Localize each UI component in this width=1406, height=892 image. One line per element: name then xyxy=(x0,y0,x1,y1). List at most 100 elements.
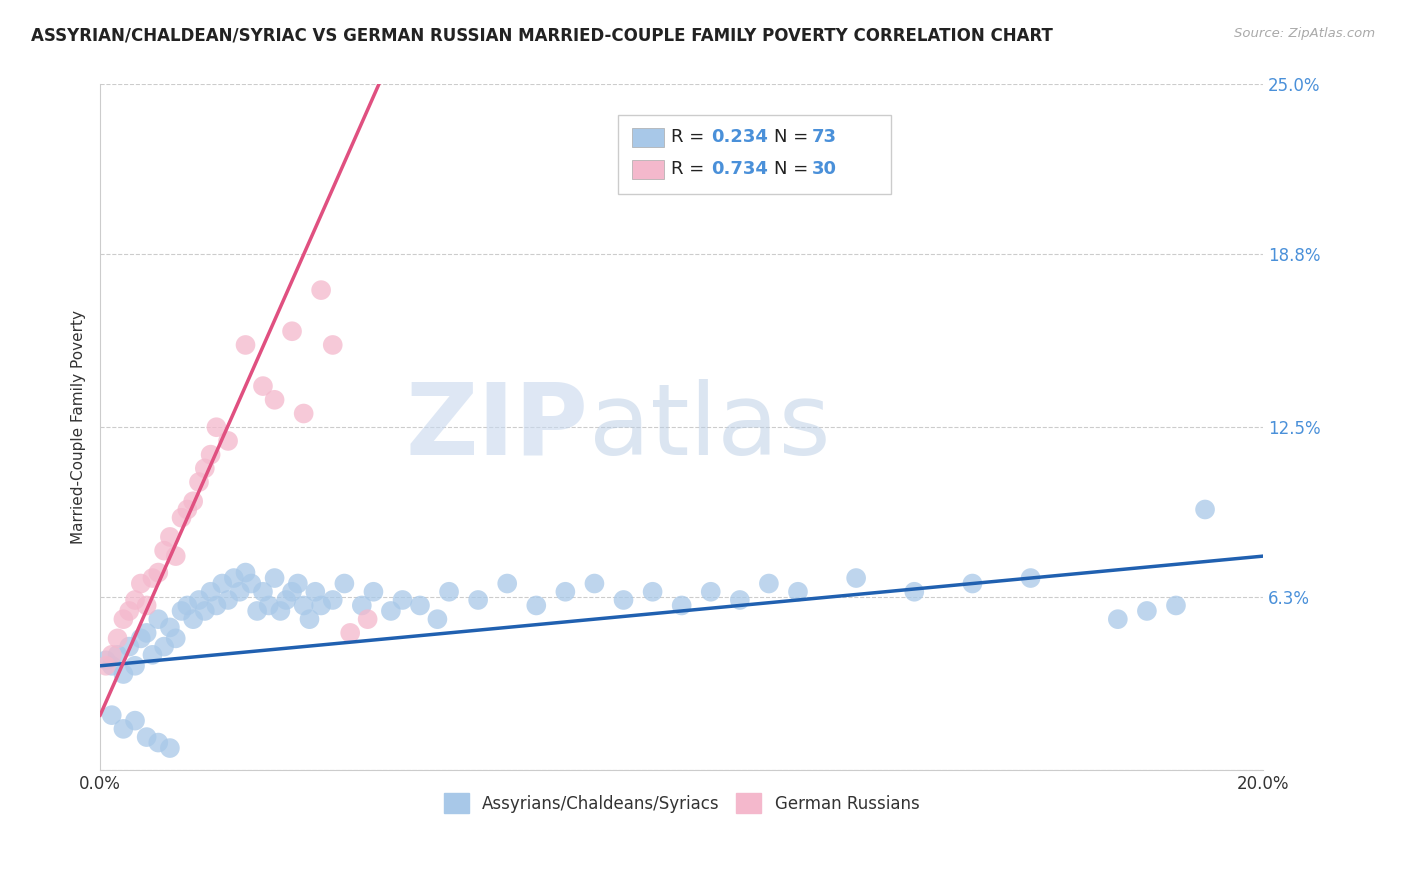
Point xyxy=(176,502,198,516)
Point xyxy=(148,566,170,580)
Point xyxy=(240,576,263,591)
Point xyxy=(1164,599,1187,613)
Point xyxy=(276,593,298,607)
Point xyxy=(205,599,228,613)
Text: R =: R = xyxy=(671,161,710,178)
Point xyxy=(292,599,315,613)
Point xyxy=(903,584,925,599)
Point xyxy=(1136,604,1159,618)
Text: R =: R = xyxy=(671,128,710,146)
Point xyxy=(333,576,356,591)
Point xyxy=(159,741,181,756)
Point xyxy=(129,632,152,646)
Point xyxy=(124,593,146,607)
Point xyxy=(100,708,122,723)
Point xyxy=(153,543,176,558)
Point xyxy=(100,648,122,662)
Point xyxy=(217,593,239,607)
Y-axis label: Married-Couple Family Poverty: Married-Couple Family Poverty xyxy=(72,310,86,544)
Point xyxy=(787,584,810,599)
Point xyxy=(612,593,634,607)
Point xyxy=(141,571,163,585)
Point xyxy=(165,549,187,563)
Point xyxy=(437,584,460,599)
Point xyxy=(845,571,868,585)
Point xyxy=(228,584,250,599)
Point xyxy=(165,632,187,646)
Point xyxy=(380,604,402,618)
Point xyxy=(235,338,257,352)
Point xyxy=(287,576,309,591)
Point xyxy=(194,461,217,475)
Point xyxy=(181,494,204,508)
Point xyxy=(217,434,239,448)
Point xyxy=(409,599,432,613)
Point xyxy=(700,584,723,599)
Point xyxy=(322,338,344,352)
Point xyxy=(94,658,117,673)
Point xyxy=(583,576,606,591)
Point xyxy=(170,604,193,618)
Point xyxy=(962,576,984,591)
Point xyxy=(107,632,129,646)
Point xyxy=(94,653,117,667)
Point xyxy=(426,612,449,626)
Point xyxy=(205,420,228,434)
Point xyxy=(235,566,257,580)
Point xyxy=(363,584,385,599)
Text: N =: N = xyxy=(773,128,814,146)
Point xyxy=(758,576,780,591)
Point xyxy=(141,648,163,662)
Point xyxy=(170,510,193,524)
Point xyxy=(118,604,141,618)
Point xyxy=(135,730,157,744)
Text: N =: N = xyxy=(773,161,814,178)
Point xyxy=(135,599,157,613)
Point xyxy=(211,576,233,591)
Bar xyxy=(631,128,664,147)
Point xyxy=(153,640,176,654)
Point xyxy=(112,612,135,626)
Text: 30: 30 xyxy=(811,161,837,178)
Point xyxy=(350,599,373,613)
Point xyxy=(641,584,664,599)
Point xyxy=(263,392,285,407)
Point xyxy=(112,667,135,681)
Point xyxy=(100,658,122,673)
Point xyxy=(124,658,146,673)
Point xyxy=(339,626,361,640)
Point xyxy=(467,593,489,607)
Point xyxy=(309,599,332,613)
Point xyxy=(309,283,332,297)
Point xyxy=(496,576,519,591)
Point xyxy=(728,593,751,607)
Point xyxy=(188,593,211,607)
Point xyxy=(1019,571,1042,585)
Point xyxy=(524,599,547,613)
Point xyxy=(148,612,170,626)
Point xyxy=(281,324,304,338)
Text: 0.734: 0.734 xyxy=(711,161,768,178)
Point xyxy=(159,620,181,634)
Point xyxy=(304,584,326,599)
Text: 73: 73 xyxy=(811,128,837,146)
Point xyxy=(135,626,157,640)
Point xyxy=(252,379,274,393)
Point xyxy=(181,612,204,626)
Point xyxy=(246,604,269,618)
Point xyxy=(112,722,135,736)
Point xyxy=(257,599,280,613)
Point xyxy=(269,604,291,618)
Point xyxy=(1107,612,1129,626)
Text: atlas: atlas xyxy=(589,379,831,475)
Point xyxy=(222,571,245,585)
Point xyxy=(391,593,413,607)
Point xyxy=(107,648,129,662)
Point xyxy=(124,714,146,728)
Point xyxy=(356,612,378,626)
Bar xyxy=(631,160,664,179)
Text: ZIP: ZIP xyxy=(406,379,589,475)
Point xyxy=(671,599,693,613)
Text: 0.234: 0.234 xyxy=(711,128,768,146)
Point xyxy=(322,593,344,607)
